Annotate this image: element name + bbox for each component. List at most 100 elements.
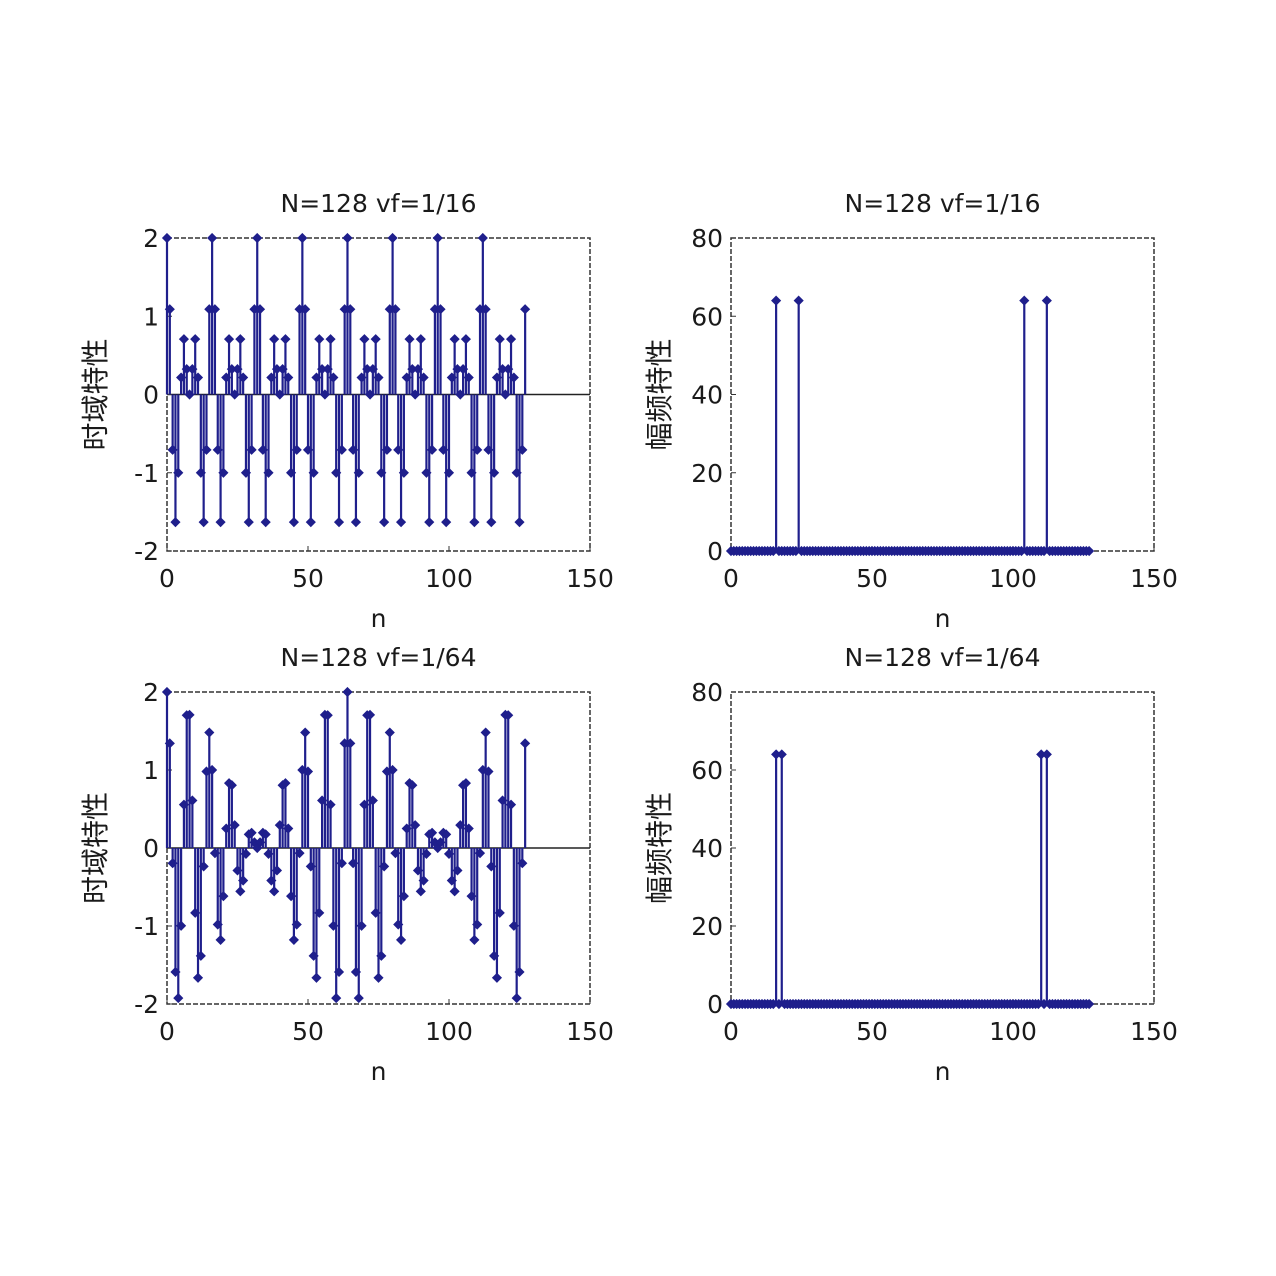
y-tick-label: 60: [691, 302, 723, 331]
stem-marker: [1084, 545, 1095, 557]
x-tick-label: 150: [1130, 1017, 1178, 1046]
chart-panel-1: 0 50 100 150 -2 -1 0 1 2 N=128 vf=1/16 n 时域特性: [79, 189, 614, 633]
y-tick-label: -1: [134, 459, 159, 488]
stem-marker: [215, 934, 226, 945]
stem-marker: [421, 848, 432, 860]
stem-marker: [480, 304, 491, 315]
stem-marker: [370, 334, 381, 345]
chart-panel-3: 0 50 100 150 -2 -1 0 1 2 N=128 vf=1/64 n 时域特性: [79, 643, 614, 1086]
stem-marker: [489, 467, 500, 478]
y-tick-label: 1: [143, 302, 159, 331]
stem-marker: [209, 304, 221, 315]
stem-series: [725, 749, 1095, 1010]
stem-marker: [460, 334, 471, 345]
stem-marker: [418, 875, 429, 886]
x-axis-label: n: [935, 604, 951, 633]
x-tick-label: 150: [1130, 564, 1178, 593]
stem-marker: [322, 710, 333, 721]
x-tick-label: 100: [989, 564, 1037, 593]
stem-marker: [364, 709, 376, 720]
stem-marker: [328, 372, 339, 383]
stem-marker: [373, 372, 384, 383]
stem-marker: [288, 934, 299, 945]
stem-marker: [161, 232, 173, 244]
stem-marker: [474, 848, 486, 859]
chart-title: N=128 vf=1/64: [281, 643, 477, 672]
stem-marker: [359, 334, 370, 345]
stem-marker: [314, 907, 325, 918]
stem-marker: [190, 334, 201, 345]
y-tick-label: -2: [134, 537, 159, 566]
stem-marker: [494, 907, 505, 918]
y-tick-label: 0: [143, 381, 159, 410]
stem-marker: [771, 295, 782, 306]
x-tick-label: 50: [292, 564, 324, 593]
y-tick-label: 2: [143, 224, 159, 253]
stem-marker: [260, 829, 271, 840]
y-tick-label: 60: [691, 756, 723, 785]
stem-marker: [342, 686, 353, 698]
stem-marker: [469, 934, 480, 945]
stem-marker: [353, 992, 364, 1004]
x-tick-label: 50: [856, 1017, 888, 1046]
stem-marker: [176, 920, 187, 931]
stem-marker: [198, 861, 209, 872]
stem-marker: [449, 886, 460, 897]
x-tick-label: 100: [425, 564, 473, 593]
stem-marker: [376, 950, 387, 961]
x-tick-label: 100: [425, 1017, 473, 1046]
stem-marker: [178, 334, 189, 345]
stem-marker: [520, 304, 531, 315]
stem-marker: [226, 780, 237, 791]
stem-marker: [384, 727, 395, 738]
stem-marker: [486, 517, 497, 528]
stem-marker: [184, 709, 195, 720]
y-tick-label: 0: [707, 537, 723, 566]
stem-marker: [356, 920, 367, 931]
stem-series: [161, 686, 531, 1004]
stem-marker: [463, 372, 474, 383]
stem-marker: [207, 764, 218, 776]
stem-marker: [235, 886, 246, 897]
stem-marker: [449, 334, 460, 345]
stem-marker: [238, 372, 249, 383]
stem-marker: [387, 764, 398, 776]
stem-marker: [517, 444, 528, 455]
stem-marker: [269, 334, 280, 345]
stem-marker: [195, 950, 206, 961]
y-axis-label: 幅频特性: [643, 792, 676, 904]
stem-marker: [235, 334, 246, 345]
stem-marker: [505, 799, 517, 810]
stem-marker: [331, 992, 342, 1004]
y-tick-label: 20: [691, 912, 723, 941]
x-tick-label: 100: [989, 1017, 1037, 1046]
stem-marker: [280, 778, 291, 789]
x-tick-label: 150: [566, 1017, 614, 1046]
y-tick-label: 80: [691, 224, 723, 253]
stem-marker: [477, 232, 488, 244]
stem-marker: [1041, 295, 1052, 306]
chart-panel-2: 0 50 100 150 0 20 40 60 80 N=128 vf=1/16 n 幅频特性: [643, 189, 1178, 633]
stem-marker: [215, 517, 226, 528]
y-tick-label: -2: [134, 990, 159, 1019]
stem-marker: [201, 444, 212, 455]
stem-marker: [229, 820, 240, 831]
stem-marker: [297, 232, 308, 244]
stem-marker: [207, 232, 218, 244]
stem-marker: [367, 795, 378, 806]
stem-marker: [173, 992, 184, 1004]
stem-marker: [336, 444, 347, 455]
stem-marker: [302, 766, 314, 777]
stem-marker: [452, 865, 463, 876]
stem-marker: [240, 848, 252, 860]
stem-series: [161, 232, 531, 528]
stem-marker: [460, 778, 471, 789]
stem-marker: [170, 517, 181, 528]
stem-marker: [260, 517, 271, 528]
y-tick-label: 0: [143, 834, 159, 863]
x-axis-label: n: [371, 1057, 387, 1086]
stem-marker: [469, 517, 480, 528]
stem-marker: [291, 919, 302, 930]
stem-marker: [390, 304, 401, 315]
chart-title: N=128 vf=1/16: [845, 189, 1041, 218]
